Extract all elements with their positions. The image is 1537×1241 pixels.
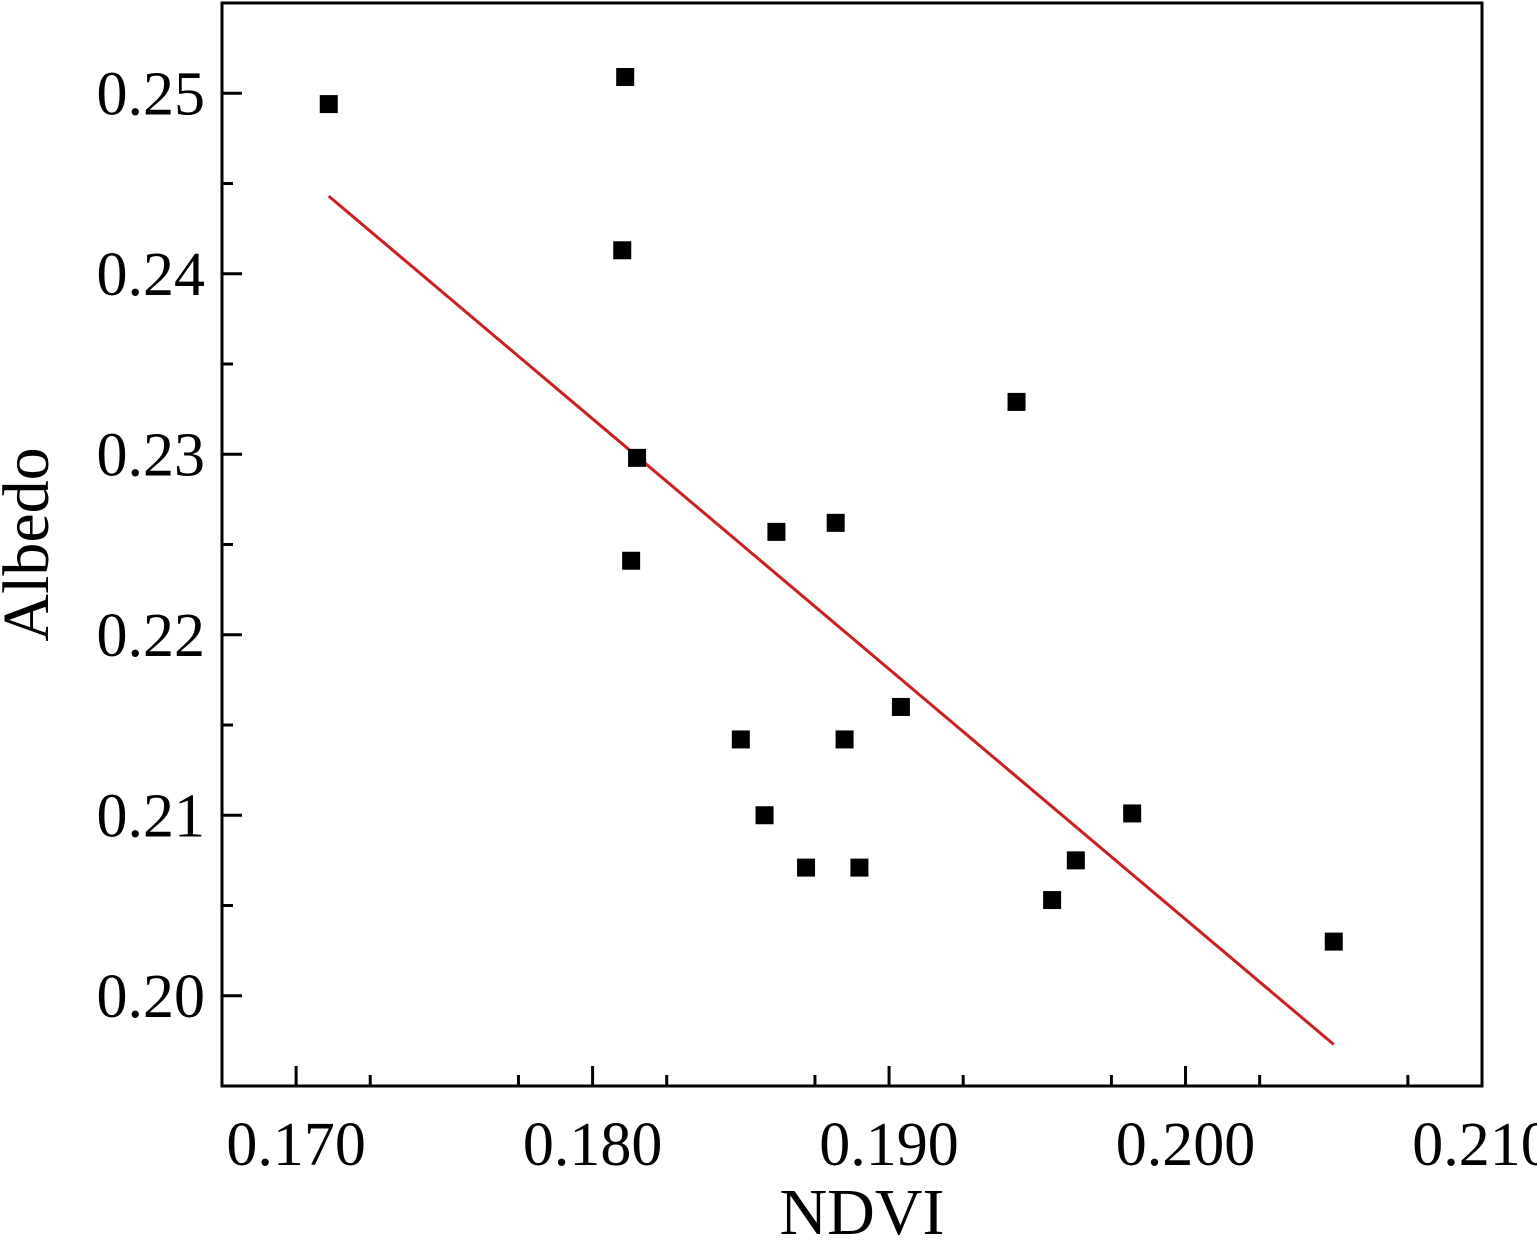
plot-frame bbox=[220, 1, 1484, 1088]
data-point bbox=[628, 448, 647, 467]
trend-line-group bbox=[327, 194, 1335, 1046]
y-axis: 0.20 0.21 0.22 0.23 0.24 0.25 bbox=[97, 60, 242, 1031]
data-point bbox=[319, 95, 338, 114]
data-point bbox=[1123, 804, 1142, 823]
y-tick-label: 0.21 bbox=[97, 782, 206, 850]
data-point bbox=[797, 858, 816, 877]
plot-area bbox=[220, 1, 1484, 1088]
y-tick-label: 0.23 bbox=[97, 421, 206, 489]
data-point bbox=[1066, 851, 1085, 870]
data-point bbox=[891, 697, 910, 716]
data-point bbox=[1007, 392, 1026, 411]
trend-line bbox=[327, 194, 1335, 1046]
y-tick-label: 0.24 bbox=[97, 241, 206, 309]
x-tick-label: 0.210 bbox=[1412, 1111, 1537, 1179]
data-point bbox=[1324, 932, 1343, 951]
x-axis-title: NDVI bbox=[780, 1176, 945, 1241]
y-tick-label: 0.22 bbox=[97, 602, 206, 670]
x-tick-label: 0.180 bbox=[523, 1111, 663, 1179]
data-point bbox=[622, 551, 641, 570]
data-point bbox=[850, 858, 869, 877]
x-axis: 0.170 0.180 0.190 0.200 0.210 bbox=[226, 1066, 1537, 1179]
data-point bbox=[731, 730, 750, 749]
data-point bbox=[835, 730, 854, 749]
data-point bbox=[613, 241, 632, 260]
data-point bbox=[616, 68, 635, 87]
data-point bbox=[1043, 891, 1062, 910]
y-axis-title: Albedo bbox=[0, 447, 63, 641]
data-point bbox=[755, 806, 774, 825]
x-tick-label: 0.200 bbox=[1116, 1111, 1256, 1179]
y-tick-label: 0.20 bbox=[97, 963, 206, 1031]
data-points bbox=[319, 68, 1343, 951]
data-point bbox=[767, 522, 786, 541]
x-tick-label: 0.190 bbox=[819, 1111, 959, 1179]
y-tick-label: 0.25 bbox=[97, 60, 206, 128]
x-tick-label: 0.170 bbox=[226, 1111, 366, 1179]
data-point bbox=[826, 513, 845, 532]
